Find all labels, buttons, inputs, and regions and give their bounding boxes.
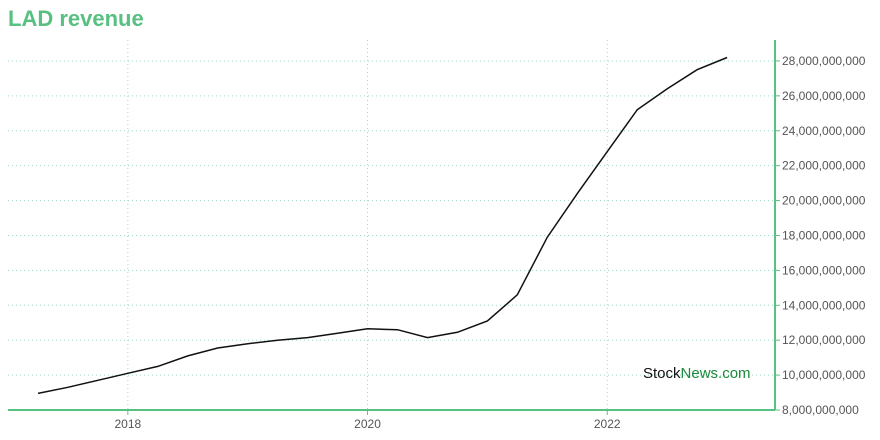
- y-tick-label: 22,000,000,000: [782, 159, 866, 173]
- series-layer: [37, 56, 728, 395]
- watermark-part2: News.com: [680, 365, 751, 382]
- y-tick-label: 24,000,000,000: [782, 124, 866, 138]
- y-tick-label: 28,000,000,000: [782, 54, 866, 68]
- grid-layer: [8, 40, 775, 410]
- y-tick-label: 8,000,000,000: [782, 403, 859, 417]
- y-tick-labels: 8,000,000,000 10,000,000,000 12,000,000,00…: [782, 54, 866, 417]
- x-tick-label: 2022: [594, 417, 621, 431]
- axis-layer: [8, 40, 780, 415]
- y-tick-label: 20,000,000,000: [782, 194, 866, 208]
- y-tick-label: 10,000,000,000: [782, 368, 866, 382]
- y-tick-label: 26,000,000,000: [782, 89, 866, 103]
- y-tick-label: 14,000,000,000: [782, 298, 866, 312]
- y-tick-label: 12,000,000,000: [782, 333, 866, 347]
- chart-title: LAD revenue: [8, 6, 144, 31]
- x-tick-labels: 2018 2020 2022: [114, 417, 620, 431]
- y-tick-label: 18,000,000,000: [782, 228, 866, 242]
- x-tick-label: 2020: [354, 417, 381, 431]
- watermark-part1: Stock: [643, 365, 681, 382]
- stocknews-watermark: StockNews.com: [643, 365, 751, 382]
- revenue-series-line: [37, 56, 728, 395]
- y-tick-label: 16,000,000,000: [782, 263, 866, 277]
- x-tick-label: 2018: [114, 417, 141, 431]
